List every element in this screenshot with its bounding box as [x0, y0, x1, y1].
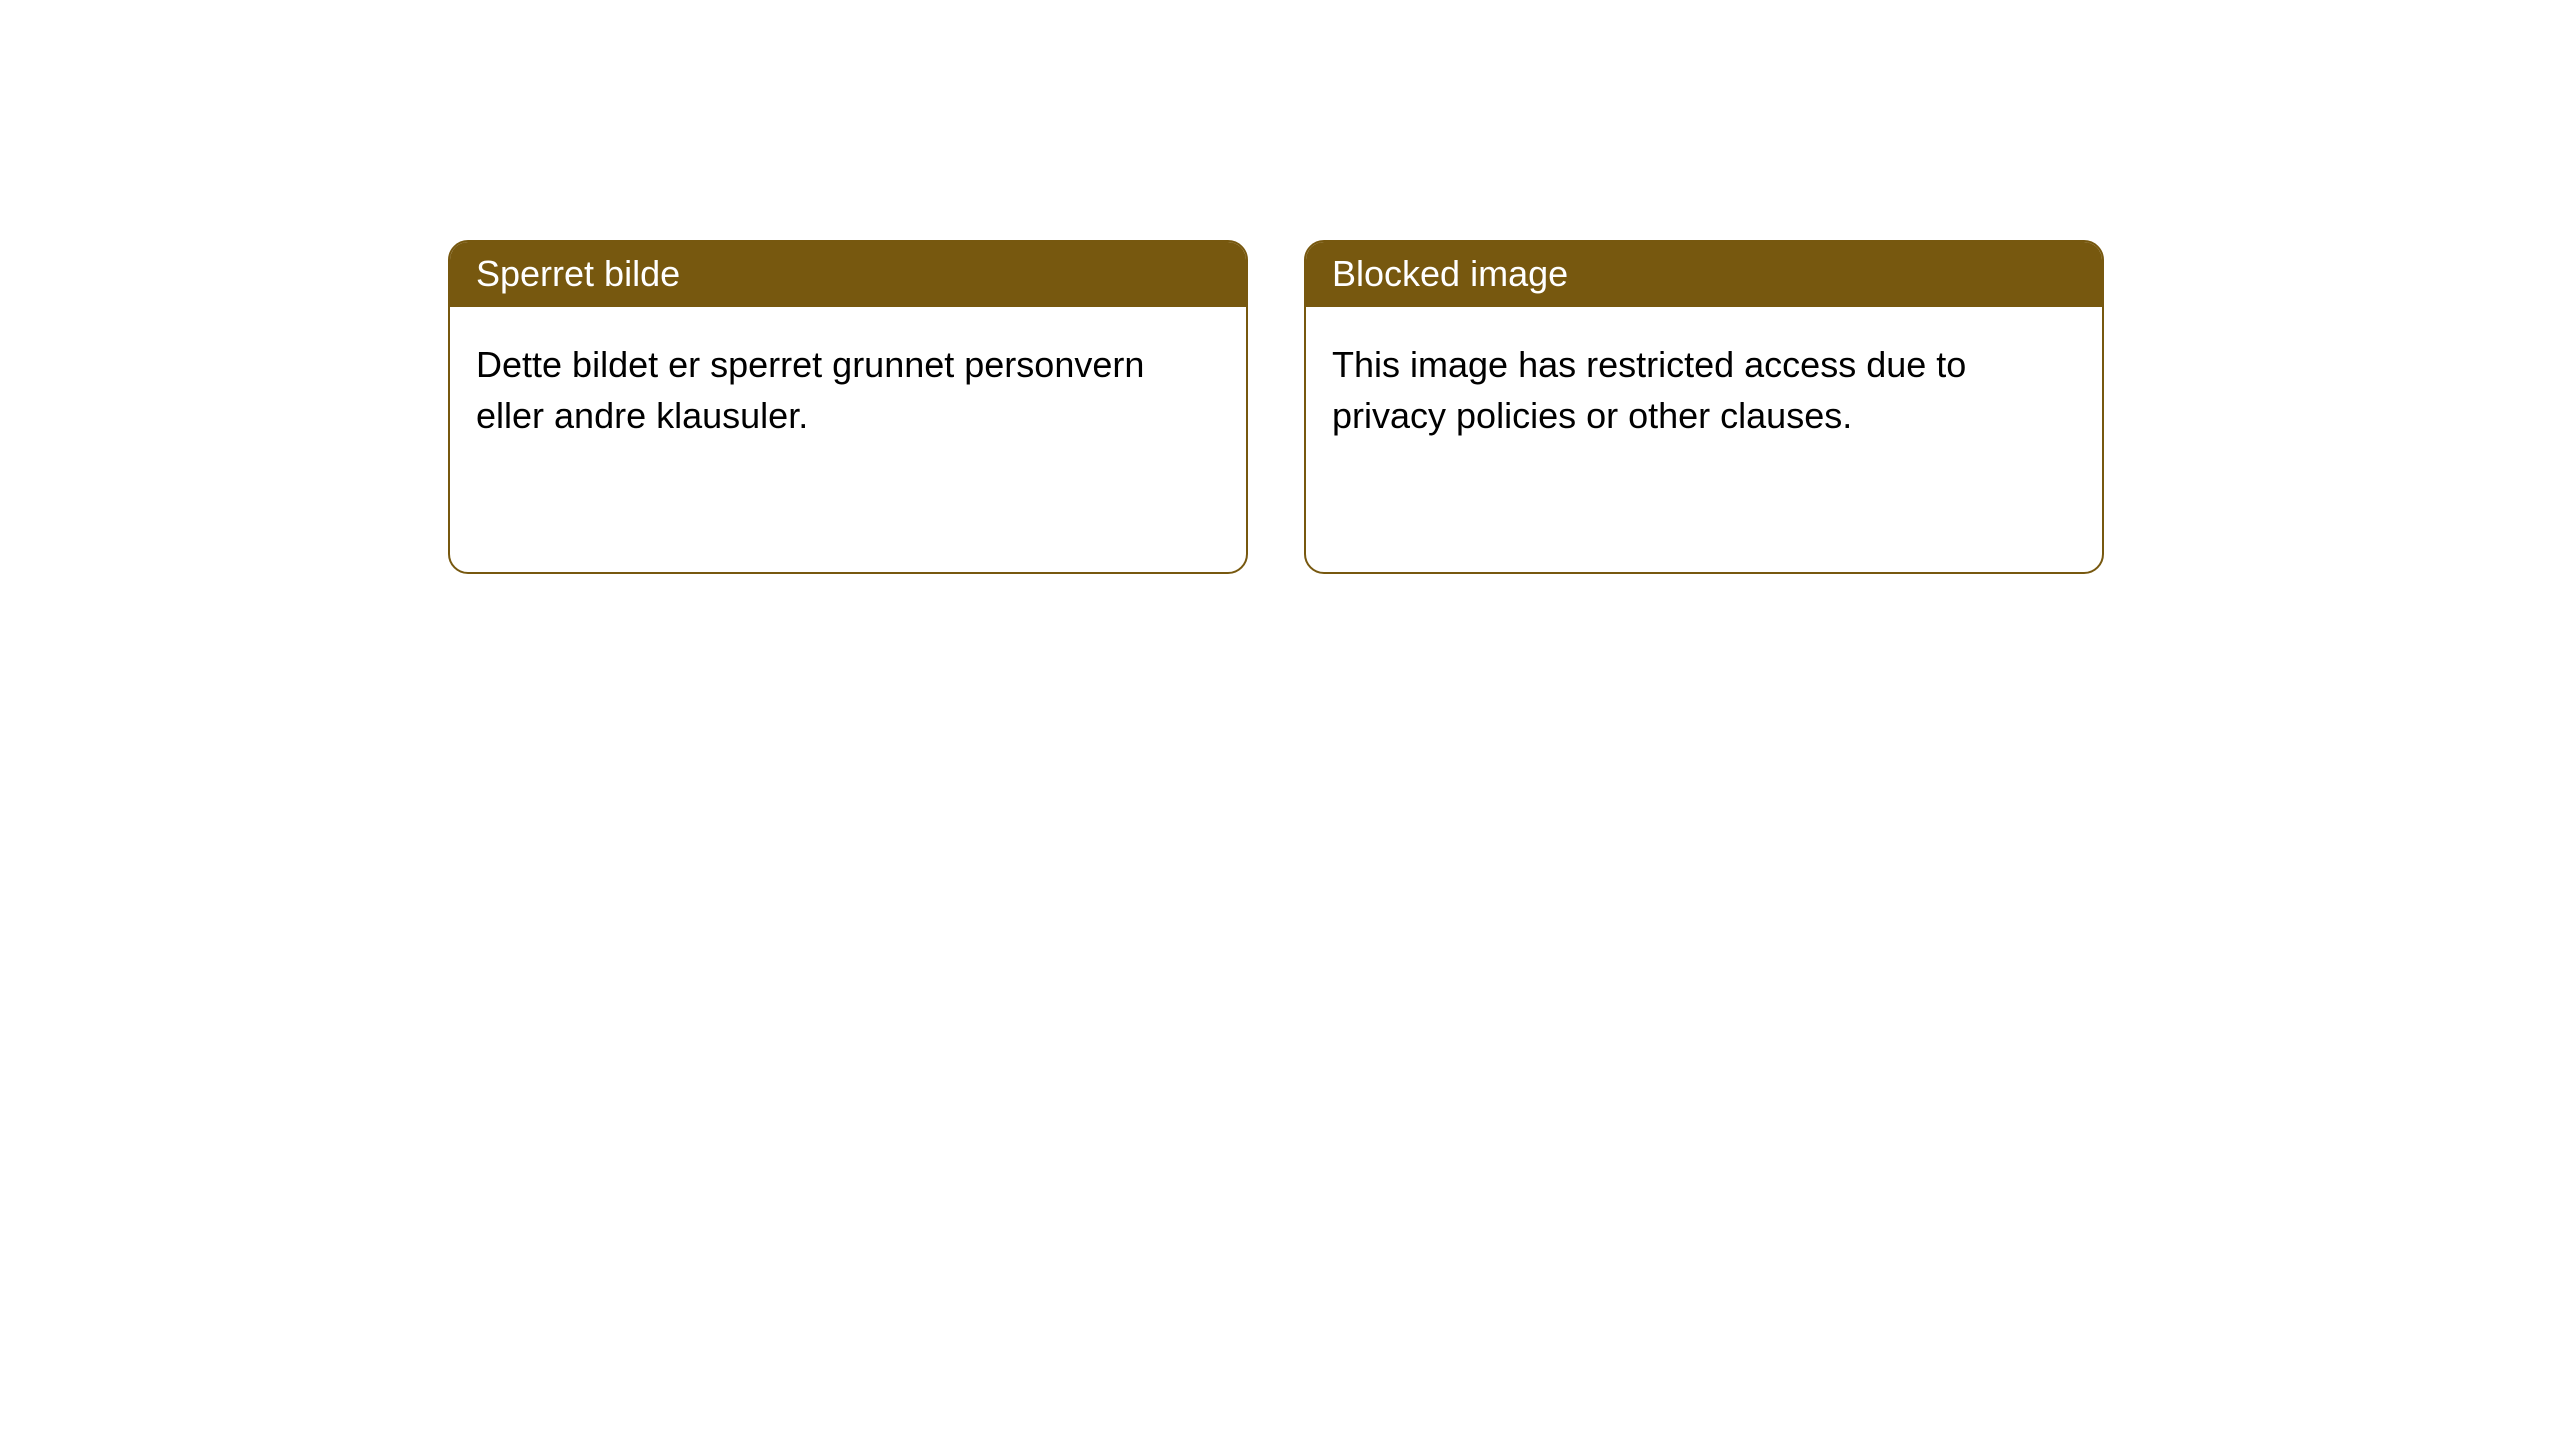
notice-header: Sperret bilde — [450, 242, 1246, 307]
notice-header: Blocked image — [1306, 242, 2102, 307]
notice-card-norwegian: Sperret bilde Dette bildet er sperret gr… — [448, 240, 1248, 574]
notice-body: This image has restricted access due to … — [1306, 307, 2102, 473]
notice-card-english: Blocked image This image has restricted … — [1304, 240, 2104, 574]
notice-body: Dette bildet er sperret grunnet personve… — [450, 307, 1246, 473]
notice-container: Sperret bilde Dette bildet er sperret gr… — [0, 0, 2560, 574]
